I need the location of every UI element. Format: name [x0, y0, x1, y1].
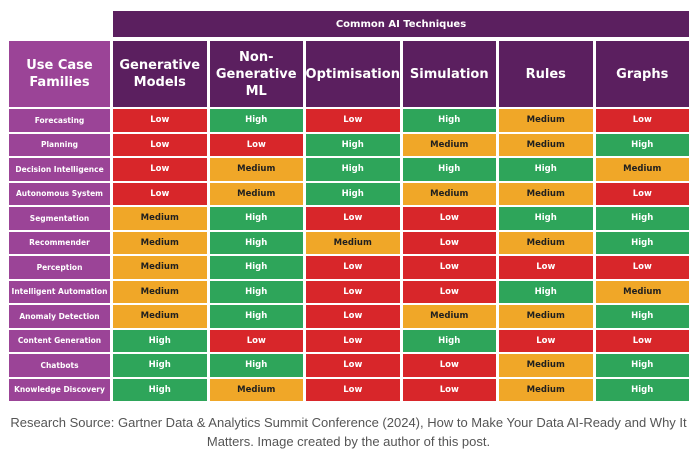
rating-cell: High [595, 354, 689, 377]
rating-cell: Low [595, 256, 689, 279]
rating-cell: High [402, 329, 496, 352]
rating-cell: Low [402, 207, 496, 230]
rating-cell: High [113, 354, 207, 377]
rating-cell: Medium [402, 182, 496, 205]
rating-cell: High [113, 378, 207, 401]
rating-cell: Medium [113, 231, 207, 254]
rating-cell: Low [209, 329, 303, 352]
rating-cell: Low [499, 256, 593, 279]
rating-cell: High [595, 378, 689, 401]
rating-cell: High [209, 280, 303, 303]
row-label: Decision Intelligence [9, 158, 110, 181]
rating-cell: Low [113, 133, 207, 156]
rating-cell: High [209, 256, 303, 279]
rating-cell: High [402, 158, 496, 181]
rating-cell: Low [209, 133, 303, 156]
rating-cell: Medium [499, 182, 593, 205]
row-label: Perception [9, 256, 110, 279]
use-case-families-header: Use Case Families [9, 41, 110, 107]
rating-cell: High [595, 305, 689, 328]
rating-cell: Medium [595, 280, 689, 303]
rating-cell: High [113, 329, 207, 352]
rating-cell: Low [499, 329, 593, 352]
rating-cell: High [499, 280, 593, 303]
rating-cell: Medium [113, 305, 207, 328]
rating-cell: Low [306, 207, 400, 230]
rating-cell: Low [402, 256, 496, 279]
rating-cell: Low [402, 231, 496, 254]
rating-cell: High [209, 231, 303, 254]
row-label: Segmentation [9, 207, 110, 230]
column-header: Rules [499, 41, 593, 107]
rating-cell: High [306, 182, 400, 205]
column-header: Optimisation [306, 41, 400, 107]
rating-cell: High [402, 109, 496, 132]
rating-cell: High [499, 207, 593, 230]
rating-cell: Medium [306, 231, 400, 254]
rating-cell: Low [402, 280, 496, 303]
rating-cell: Low [306, 109, 400, 132]
table-title-banner: Common AI Techniques [113, 11, 689, 37]
ai-techniques-table: Common AI Techniques Use Case Families G… [9, 11, 689, 405]
rating-cell: Low [306, 305, 400, 328]
rating-cell: Low [402, 354, 496, 377]
row-label: Intelligent Automation [9, 280, 110, 303]
rating-cell: Medium [209, 182, 303, 205]
rating-cell: Low [306, 329, 400, 352]
rating-cell: High [499, 158, 593, 181]
rating-cell: High [306, 158, 400, 181]
rating-cell: Medium [113, 207, 207, 230]
row-label: Chatbots [9, 354, 110, 377]
rating-cell: Medium [499, 133, 593, 156]
rating-cell: Medium [113, 256, 207, 279]
rating-cell: Low [595, 329, 689, 352]
rating-cell: Medium [499, 305, 593, 328]
rating-cell: High [209, 354, 303, 377]
column-header: Simulation [402, 41, 496, 107]
rating-cell: Medium [499, 231, 593, 254]
rating-cell: Low [595, 109, 689, 132]
rating-cell: Medium [113, 280, 207, 303]
column-header: Graphs [595, 41, 689, 107]
rating-cell: Medium [595, 158, 689, 181]
row-label: Forecasting [9, 109, 110, 132]
rating-cell: Low [113, 158, 207, 181]
rating-cell: High [595, 231, 689, 254]
rating-cell: High [595, 207, 689, 230]
rating-cell: Medium [402, 133, 496, 156]
row-label: Anomaly Detection [9, 305, 110, 328]
row-label: Planning [9, 133, 110, 156]
rating-cell: Low [306, 378, 400, 401]
rating-cell: Medium [499, 109, 593, 132]
image-caption: Research Source: Gartner Data & Analytic… [10, 415, 687, 449]
column-header: Generative Models [113, 41, 207, 107]
rating-cell: Medium [499, 378, 593, 401]
rating-cell: Medium [402, 305, 496, 328]
rating-cell: High [209, 305, 303, 328]
rating-cell: Low [306, 280, 400, 303]
row-label: Recommender [9, 231, 110, 254]
rating-cell: High [595, 133, 689, 156]
rating-cell: High [209, 207, 303, 230]
rating-cell: Low [113, 182, 207, 205]
row-label: Knowledge Discovery [9, 378, 110, 401]
column-header: Non-Generative ML [209, 41, 303, 107]
rating-cell: Medium [209, 158, 303, 181]
rating-cell: Low [113, 109, 207, 132]
row-label: Autonomous System [9, 182, 110, 205]
rating-cell: Low [306, 256, 400, 279]
rating-cell: High [209, 109, 303, 132]
rating-cell: Medium [499, 354, 593, 377]
rating-cell: Low [402, 378, 496, 401]
rating-cell: Low [306, 354, 400, 377]
rating-cell: Low [595, 182, 689, 205]
rating-cell: High [306, 133, 400, 156]
rating-cell: Medium [209, 378, 303, 401]
row-label: Content Generation [9, 329, 110, 352]
